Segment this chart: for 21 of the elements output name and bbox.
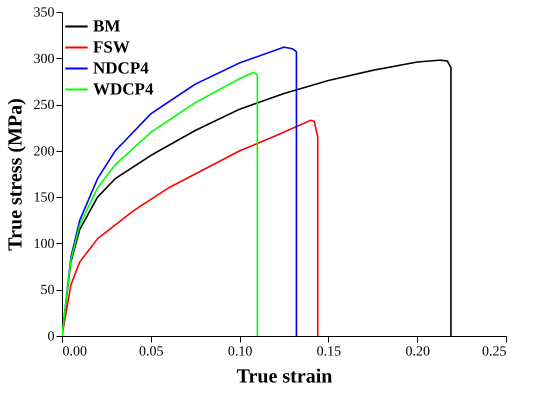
y-tick-label: 250 <box>34 98 54 114</box>
x-tick-label: 0.20 <box>405 344 430 360</box>
legend-label: WDCP4 <box>93 80 154 98</box>
y-tick-label: 100 <box>34 236 54 252</box>
x-tick-label: 0.10 <box>228 344 252 360</box>
y-tick-label: 300 <box>34 52 54 67</box>
line-series <box>62 120 319 336</box>
y-tick-label: 200 <box>34 144 54 160</box>
y-tick-label: 50 <box>40 283 54 298</box>
y-tick-label: 0 <box>48 330 54 344</box>
x-tick-label: 0.25 <box>482 344 506 360</box>
x-tick-label: 0.00 <box>62 344 87 360</box>
x-tick-label: 0.15 <box>316 344 342 360</box>
y-tick-label: 350 <box>34 6 54 20</box>
x-tick-label: 0.05 <box>139 344 164 360</box>
legend-label: BM <box>93 16 120 36</box>
y-tick-label: 150 <box>34 190 54 206</box>
legend-label: FSW <box>93 38 130 56</box>
y-axis-title: True stress (MPa) <box>4 98 26 251</box>
legend-label: NDCP4 <box>93 58 150 78</box>
x-axis-title: True strain <box>236 366 332 388</box>
